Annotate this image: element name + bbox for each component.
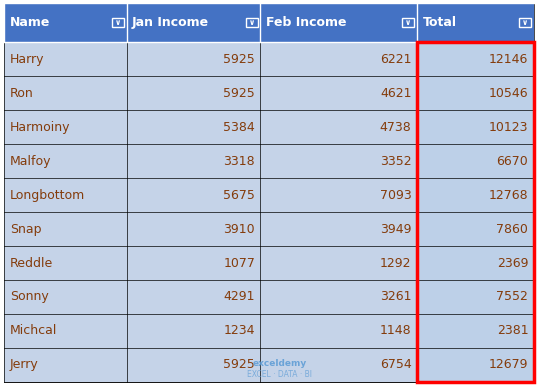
Bar xyxy=(126,110,260,144)
Text: ∨: ∨ xyxy=(249,18,255,27)
Bar xyxy=(260,246,417,280)
Bar xyxy=(260,144,417,178)
Bar xyxy=(126,42,260,76)
Bar xyxy=(4,76,126,110)
Bar xyxy=(4,280,126,314)
Bar xyxy=(417,246,534,280)
Text: ∨: ∨ xyxy=(522,18,528,27)
Text: 1292: 1292 xyxy=(380,256,412,270)
Text: 7552: 7552 xyxy=(497,290,528,303)
Text: 1077: 1077 xyxy=(223,256,255,270)
Bar xyxy=(417,110,534,144)
Bar xyxy=(126,348,260,382)
Bar xyxy=(417,42,534,76)
Text: 5384: 5384 xyxy=(223,121,255,134)
Text: Longbottom: Longbottom xyxy=(10,189,85,202)
Bar xyxy=(417,348,534,382)
Bar xyxy=(112,18,124,27)
Bar xyxy=(260,212,417,246)
Text: 12146: 12146 xyxy=(489,53,528,65)
Text: EXCEL · DATA · BI: EXCEL · DATA · BI xyxy=(247,370,312,379)
Bar xyxy=(4,348,126,382)
Text: 4738: 4738 xyxy=(380,121,412,134)
Bar xyxy=(126,3,260,42)
Text: 3949: 3949 xyxy=(380,223,412,236)
Bar xyxy=(417,3,534,42)
Text: 5925: 5925 xyxy=(223,87,255,100)
Text: 1148: 1148 xyxy=(380,325,412,338)
Bar xyxy=(260,76,417,110)
Text: 10546: 10546 xyxy=(489,87,528,100)
Text: 12768: 12768 xyxy=(489,189,528,202)
Bar xyxy=(4,42,126,76)
Bar xyxy=(126,178,260,212)
Text: Name: Name xyxy=(10,16,50,29)
Text: 10123: 10123 xyxy=(489,121,528,134)
Bar xyxy=(260,314,417,348)
Bar xyxy=(126,212,260,246)
Bar xyxy=(260,42,417,76)
Bar xyxy=(4,314,126,348)
Text: 3910: 3910 xyxy=(223,223,255,236)
Text: 1234: 1234 xyxy=(224,325,255,338)
Text: 7093: 7093 xyxy=(380,189,412,202)
Bar xyxy=(402,18,414,27)
Text: 4291: 4291 xyxy=(224,290,255,303)
Bar xyxy=(4,246,126,280)
Bar xyxy=(417,144,534,178)
Text: 3318: 3318 xyxy=(223,154,255,167)
Bar xyxy=(417,42,534,382)
Text: 2369: 2369 xyxy=(497,256,528,270)
Text: Reddle: Reddle xyxy=(10,256,53,270)
Bar xyxy=(126,76,260,110)
Text: Feb Income: Feb Income xyxy=(266,16,346,29)
Text: Sonny: Sonny xyxy=(10,290,48,303)
Bar xyxy=(126,246,260,280)
Bar xyxy=(417,212,534,246)
Text: Jerry: Jerry xyxy=(10,358,38,372)
Bar xyxy=(4,178,126,212)
Bar xyxy=(4,144,126,178)
Bar xyxy=(260,280,417,314)
Text: 6221: 6221 xyxy=(380,53,412,65)
Bar xyxy=(417,178,534,212)
Text: 5925: 5925 xyxy=(223,358,255,372)
Bar xyxy=(4,212,126,246)
Bar xyxy=(126,314,260,348)
Text: Malfoy: Malfoy xyxy=(10,154,51,167)
Text: 12679: 12679 xyxy=(489,358,528,372)
Text: 5675: 5675 xyxy=(223,189,255,202)
Text: Total: Total xyxy=(422,16,456,29)
Bar xyxy=(246,18,258,27)
Text: 3261: 3261 xyxy=(380,290,412,303)
Text: 7860: 7860 xyxy=(497,223,528,236)
Text: exceldemy: exceldemy xyxy=(253,359,307,368)
Bar xyxy=(519,18,531,27)
Bar xyxy=(4,110,126,144)
Text: 6670: 6670 xyxy=(497,154,528,167)
Bar xyxy=(260,3,417,42)
Bar xyxy=(126,144,260,178)
Bar xyxy=(417,280,534,314)
Bar xyxy=(126,280,260,314)
Text: 5925: 5925 xyxy=(223,53,255,65)
Text: Snap: Snap xyxy=(10,223,41,236)
Text: 2381: 2381 xyxy=(497,325,528,338)
Text: 6754: 6754 xyxy=(380,358,412,372)
Bar xyxy=(417,76,534,110)
Text: Harmoiny: Harmoiny xyxy=(10,121,70,134)
Text: Michcal: Michcal xyxy=(10,325,57,338)
Text: Ron: Ron xyxy=(10,87,33,100)
Text: ∨: ∨ xyxy=(115,18,121,27)
Bar xyxy=(4,3,126,42)
Text: 3352: 3352 xyxy=(380,154,412,167)
Text: ∨: ∨ xyxy=(405,18,412,27)
Bar xyxy=(260,110,417,144)
Text: Jan Income: Jan Income xyxy=(132,16,209,29)
Bar xyxy=(260,348,417,382)
Text: 4621: 4621 xyxy=(380,87,412,100)
Bar xyxy=(417,314,534,348)
Text: Harry: Harry xyxy=(10,53,44,65)
Bar xyxy=(260,178,417,212)
